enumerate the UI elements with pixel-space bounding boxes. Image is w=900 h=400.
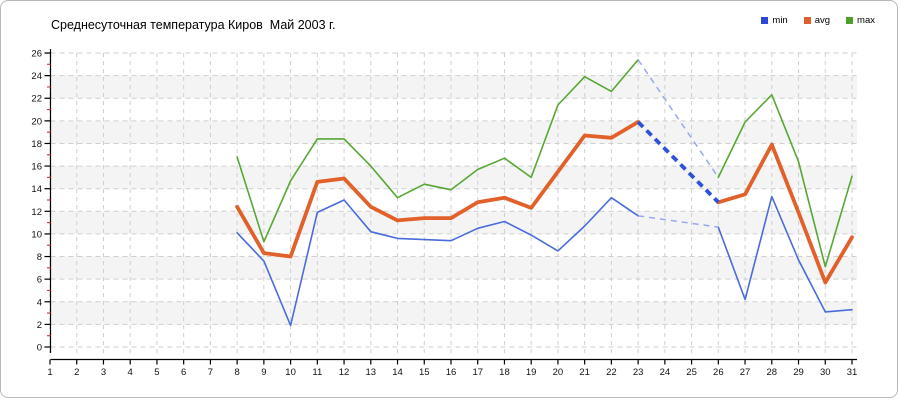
x-tick-label: 15 (419, 367, 430, 378)
y-tick-label: 26 (31, 48, 42, 59)
x-tick-label: 7 (208, 367, 213, 378)
max-legend-label: max (857, 15, 875, 26)
min-legend-label: min (772, 15, 788, 26)
y-tick-label: 2 (37, 320, 42, 331)
plot-band (50, 166, 857, 189)
legend: min avg max (761, 15, 875, 26)
avg-legend-label: avg (814, 15, 831, 26)
x-tick-label: 20 (553, 367, 564, 378)
plot-band (50, 301, 857, 325)
y-tick-label: 10 (31, 229, 42, 240)
y-tick-label: 16 (31, 162, 42, 173)
x-tick-label: 24 (660, 367, 671, 378)
x-tick-label: 18 (499, 367, 510, 378)
x-tick-label: 3 (101, 367, 106, 378)
x-tick-label: 8 (234, 367, 239, 378)
min-legend-swatch (761, 17, 769, 24)
x-tick-label: 6 (181, 367, 186, 378)
x-tick-label: 30 (820, 367, 831, 378)
legend-item-max[interactable]: max (846, 15, 875, 26)
y-tick-label: 4 (37, 297, 42, 308)
series-max-line (236, 58, 639, 243)
y-tick-label: 8 (37, 252, 42, 263)
series-min-line (717, 195, 853, 313)
legend-item-min[interactable]: min (761, 15, 788, 26)
x-tick-label: 25 (686, 367, 697, 378)
y-tick-label: 6 (37, 275, 42, 286)
x-tick-label: 17 (472, 367, 483, 378)
x-tick-label: 9 (261, 367, 266, 378)
x-tick-label: 26 (713, 367, 724, 378)
x-tick-label: 2 (74, 367, 79, 378)
avg-legend-swatch (803, 17, 811, 24)
x-tick-label: 5 (154, 367, 159, 378)
plot-band (50, 120, 857, 144)
x-tick-label: 1 (47, 367, 52, 378)
x-tick-label: 16 (446, 367, 457, 378)
y-tick-label: 14 (31, 184, 42, 195)
plot-band (50, 256, 857, 280)
y-tick-label: 0 (37, 343, 42, 354)
y-tick-label: 22 (31, 94, 42, 105)
x-tick-label: 29 (793, 367, 804, 378)
x-tick-label: 19 (526, 367, 537, 378)
x-tick-label: 4 (128, 367, 133, 378)
series-avg-line (716, 142, 854, 285)
y-tick-label: 20 (31, 116, 42, 127)
x-tick-label: 22 (606, 367, 617, 378)
x-tick-label: 12 (339, 367, 350, 378)
x-tick-label: 11 (312, 367, 322, 378)
gap-connector-min (638, 215, 719, 228)
gap-connector-avg (636, 120, 720, 204)
plot-band (50, 211, 857, 234)
series-max-line (717, 94, 853, 268)
series-min-line (236, 196, 639, 327)
x-tick-label: 31 (847, 367, 858, 378)
x-tick-label: 21 (579, 367, 590, 378)
x-tick-label: 14 (392, 367, 403, 378)
max-legend-swatch (846, 17, 854, 24)
x-tick-label: 10 (285, 367, 296, 378)
y-tick-label: 12 (31, 207, 42, 218)
series-avg-line (235, 120, 640, 259)
plot-band (50, 75, 857, 99)
legend-item-avg[interactable]: avg (803, 15, 831, 26)
y-tick-label: 18 (31, 139, 42, 150)
chart-title: Среднесуточная температура Киров Май 200… (51, 18, 336, 32)
x-tick-label: 23 (633, 367, 644, 378)
gap-connector-max (637, 59, 719, 178)
x-tick-label: 13 (366, 367, 377, 378)
y-tick-label: 24 (31, 71, 42, 82)
x-tick-label: 27 (740, 367, 751, 378)
x-tick-label: 28 (767, 367, 778, 378)
